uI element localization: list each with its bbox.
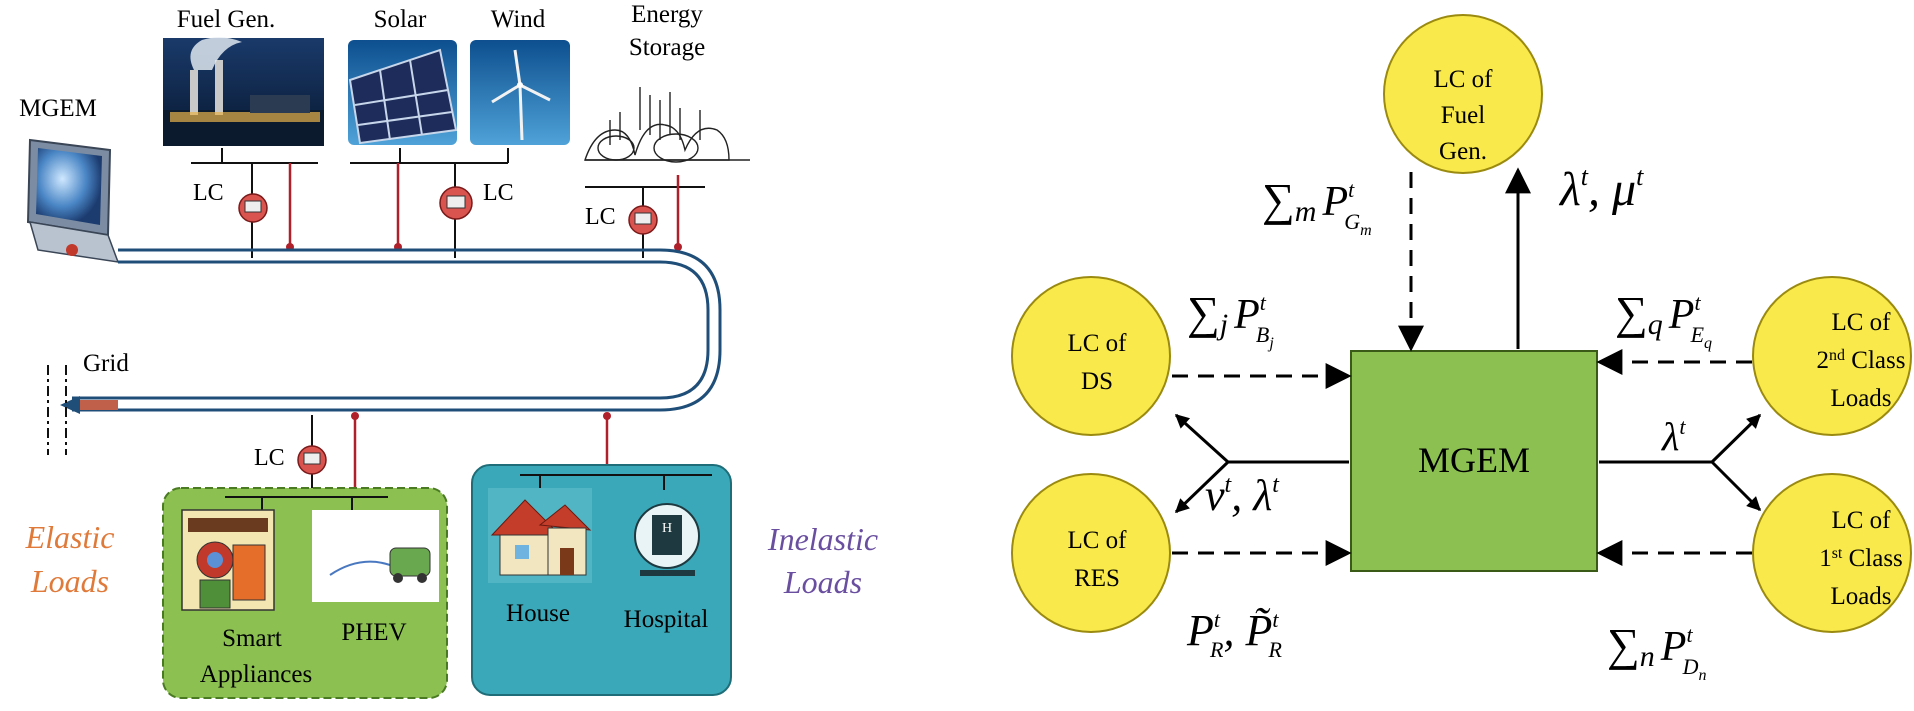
mgem-box bbox=[1350, 350, 1598, 572]
label-pr: Pt R, P̃t R bbox=[1186, 606, 1282, 662]
circle-lc-fuel-gen bbox=[1383, 14, 1543, 174]
mgem-center-label: MGEM bbox=[1418, 440, 1530, 480]
mgem-label: MGEM bbox=[19, 95, 97, 122]
fuel-gen-label: Fuel Gen. bbox=[177, 6, 276, 33]
power-plant-icon bbox=[163, 37, 324, 146]
house-label: House bbox=[506, 600, 570, 627]
signal-dots bbox=[286, 243, 682, 420]
energy-storage-label-2: Storage bbox=[629, 34, 705, 61]
lc-1st-class-text-1: LC of bbox=[1831, 507, 1891, 534]
elastic-loads-label-2: Loads bbox=[30, 563, 109, 599]
smart-appliances-icon bbox=[181, 509, 275, 611]
label-sum-pd: ∑n Pt Dn bbox=[1607, 619, 1706, 684]
lc-label-elastic: LC bbox=[254, 445, 285, 471]
elastic-loads-label-1: Elastic bbox=[25, 519, 115, 555]
arrow-mgem-to-class-loads bbox=[1599, 413, 1762, 512]
wind-label: Wind bbox=[491, 6, 546, 33]
lc-label-storage: LC bbox=[585, 204, 616, 230]
inelastic-loads-label-1: Inelastic bbox=[767, 521, 878, 557]
lc-1st-class-text-3: Loads bbox=[1830, 583, 1891, 610]
lc-ds-text-2: DS bbox=[1081, 368, 1113, 395]
smart-appliances-label-1: Smart bbox=[222, 625, 282, 652]
circle-lc-ds bbox=[1011, 276, 1171, 436]
lc-icon-solar-wind bbox=[439, 186, 473, 220]
hospital-label: Hospital bbox=[624, 606, 709, 633]
lc-icon-fuel bbox=[238, 193, 268, 223]
source-buses bbox=[191, 148, 705, 188]
inelastic-bus bbox=[520, 474, 712, 490]
energy-storage-label-1: Energy bbox=[631, 1, 703, 28]
wind-turbine-icon bbox=[470, 40, 570, 145]
lc-2nd-class-text-3: Loads bbox=[1830, 385, 1891, 412]
control-flow-diagram: MGEM LC of Fuel Gen. LC of DS LC of RES … bbox=[1011, 14, 1912, 684]
lc-fuel-gen-text-2: Fuel bbox=[1441, 102, 1486, 129]
svg-text:H: H bbox=[662, 521, 672, 536]
signal-lines bbox=[288, 163, 680, 505]
label-nu-lambda: νt, λt bbox=[1205, 471, 1280, 520]
lc-fuel-gen-text-1: LC of bbox=[1433, 66, 1493, 93]
lc-2nd-class-text-2: 2nd Class bbox=[1817, 347, 1906, 375]
label-sum-pg: ∑m Pt Gm bbox=[1262, 174, 1372, 239]
circle-lc-2nd-class bbox=[1752, 276, 1912, 436]
lc-icon-elastic bbox=[297, 445, 327, 475]
lc-res-text-2: RES bbox=[1074, 565, 1120, 592]
inelastic-loads-label-2: Loads bbox=[783, 564, 862, 600]
circle-lc-1st-class bbox=[1752, 473, 1912, 633]
circle-lc-res bbox=[1011, 473, 1171, 633]
phev-label: PHEV bbox=[341, 619, 406, 646]
lc-label-solar-wind: LC bbox=[483, 180, 514, 206]
hospital-icon: H bbox=[634, 503, 700, 576]
lc-fuel-gen-text-3: Gen. bbox=[1439, 138, 1487, 165]
solar-label: Solar bbox=[374, 6, 427, 33]
grid-label: Grid bbox=[83, 350, 129, 377]
house-icon bbox=[488, 488, 592, 583]
label-lambda: λt bbox=[1661, 414, 1686, 459]
grid-connection bbox=[47, 365, 118, 455]
computer-icon bbox=[26, 138, 120, 263]
lc-res-text-1: LC of bbox=[1067, 527, 1127, 554]
arrow-mgem-to-ds-res bbox=[1174, 413, 1349, 514]
smart-appliances-label-2: Appliances bbox=[200, 661, 312, 688]
lc-icon-storage bbox=[628, 205, 658, 235]
microgrid-diagram: Fuel Gen. Solar Wind Energy Storage bbox=[19, 1, 878, 699]
main-bus bbox=[72, 248, 722, 412]
solar-panel-icon bbox=[348, 40, 458, 145]
label-lambda-mu: λt, μt bbox=[1558, 162, 1644, 216]
lc-ds-text-1: LC of bbox=[1067, 330, 1127, 357]
label-sum-pe: ∑q Pt Eq bbox=[1615, 287, 1712, 352]
energy-storage-icon bbox=[584, 87, 750, 163]
lc-2nd-class-text-1: LC of bbox=[1831, 309, 1891, 336]
lc-label-fuel: LC bbox=[193, 180, 224, 206]
phev-icon bbox=[312, 510, 439, 602]
label-sum-pb: ∑j Pt Bj bbox=[1187, 287, 1274, 352]
